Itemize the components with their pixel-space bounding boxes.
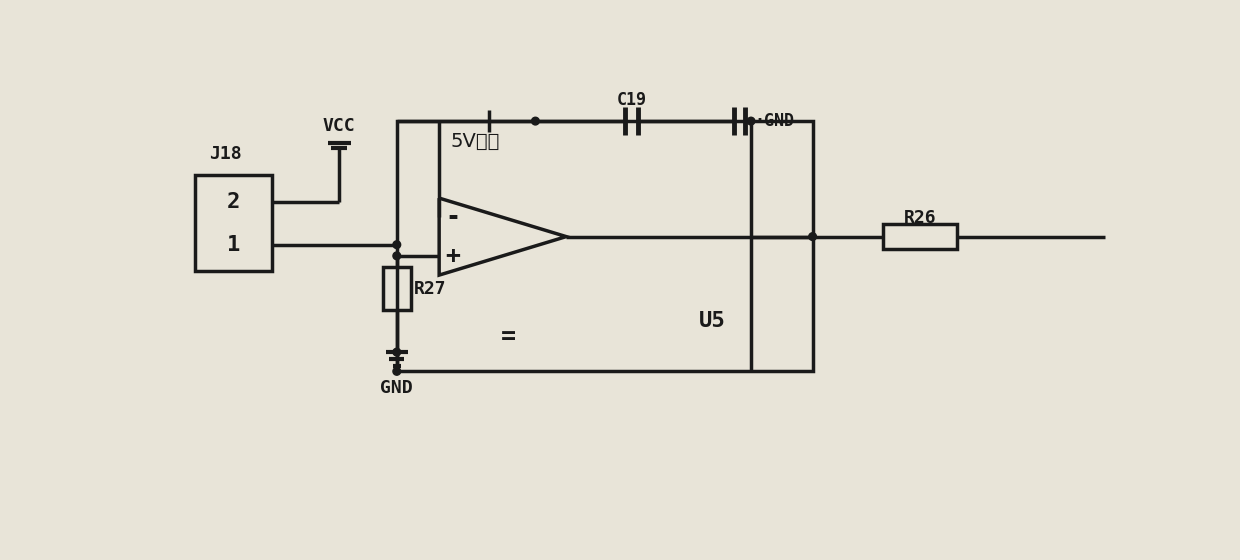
Bar — [883, 224, 957, 249]
Bar — [397, 121, 812, 371]
Text: C19: C19 — [616, 91, 646, 109]
Circle shape — [808, 233, 816, 240]
Text: 5V电源: 5V电源 — [450, 132, 500, 151]
Text: ·GND: ·GND — [755, 112, 795, 130]
Text: -: - — [445, 206, 460, 230]
Text: J18: J18 — [210, 146, 242, 164]
Circle shape — [393, 348, 401, 356]
Circle shape — [532, 117, 539, 125]
Text: 2: 2 — [227, 192, 241, 212]
Bar — [195, 175, 272, 271]
Text: VCC: VCC — [322, 116, 356, 135]
Circle shape — [393, 241, 401, 249]
Text: U5: U5 — [699, 311, 725, 332]
Text: +: + — [445, 244, 460, 268]
Circle shape — [393, 367, 401, 375]
Circle shape — [393, 252, 401, 260]
Circle shape — [748, 117, 755, 125]
Text: =: = — [501, 325, 516, 349]
Text: GND: GND — [381, 379, 413, 396]
Bar — [383, 267, 410, 310]
Text: 1: 1 — [227, 235, 241, 255]
Text: R26: R26 — [904, 209, 936, 227]
Text: R27: R27 — [414, 279, 446, 297]
